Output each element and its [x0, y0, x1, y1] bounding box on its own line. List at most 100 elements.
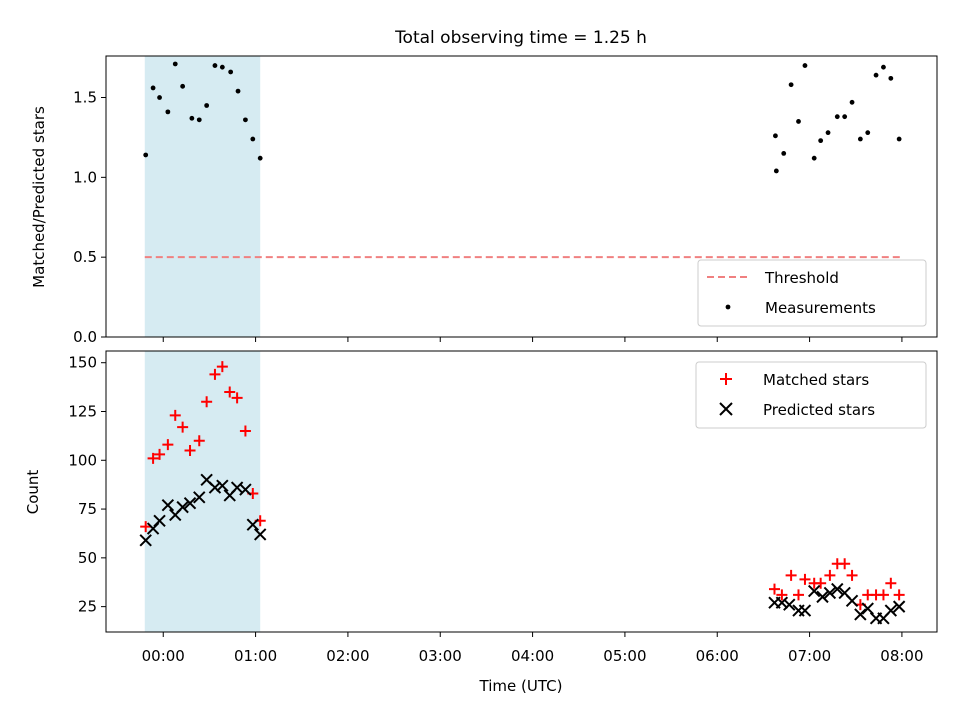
matched-star-point — [154, 448, 166, 460]
ratio-y-tick-label: 0.5 — [73, 248, 97, 266]
x-tick-label: 06:00 — [696, 647, 739, 665]
legend-predicted-marker — [719, 402, 733, 416]
predicted-star-point — [161, 498, 175, 512]
predicted-star-point — [193, 491, 206, 504]
matched-star-point — [793, 589, 804, 601]
measurement-point — [150, 85, 156, 91]
legend-predicted-label: Predicted stars — [763, 401, 875, 419]
matched-star-point — [239, 425, 251, 437]
matched-star-point — [147, 452, 159, 464]
matched-star-point — [193, 435, 205, 447]
legend-threshold-label: Threshold — [764, 269, 839, 287]
predicted-star-point — [884, 604, 898, 617]
predicted-star-point — [823, 586, 837, 600]
x-tick-label: 04:00 — [511, 647, 554, 665]
matched-star-point — [177, 421, 189, 433]
matched-star-point — [815, 577, 827, 589]
count-axes-frame — [105, 350, 938, 633]
chart-title: Total observing time = 1.25 h — [394, 28, 647, 48]
predicted-star-point — [807, 584, 821, 598]
predicted-star-point — [139, 534, 152, 547]
predicted-star-point — [153, 514, 166, 527]
count-y-axis-label: Count — [24, 470, 42, 515]
count-x-axis-ticks: 00:00 01:00 02:00 03:00 04:00 05:00 06:00 07:00… — [142, 632, 924, 665]
predicted-stars-series — [139, 473, 906, 625]
measurement-point — [811, 155, 817, 161]
measurement-point — [157, 95, 162, 100]
legend-matched-marker — [720, 373, 732, 385]
ratio-panel: 0.0 0.5 1.0 1.5 Matched/Predicted stars Thr… — [30, 55, 938, 346]
predicted-star-point — [183, 497, 197, 510]
matched-star-point — [768, 583, 780, 595]
ratio-series — [143, 61, 902, 174]
measurement-point — [781, 150, 787, 156]
observing-window-shade-top — [144, 56, 261, 337]
matched-star-point — [885, 577, 897, 589]
measurement-point — [825, 130, 831, 136]
measurement-point — [219, 64, 225, 70]
measurement-point — [873, 72, 879, 78]
count-legend: Matched stars Predicted stars — [695, 361, 927, 429]
measurement-point — [235, 88, 241, 94]
x-tick-label: 05:00 — [603, 647, 646, 665]
predicted-star-point — [854, 608, 867, 621]
predicted-star-point — [783, 598, 796, 611]
count-y-tick-label: 100 — [68, 451, 97, 469]
matched-star-point — [785, 569, 797, 581]
ratio-y-tick-label: 1.5 — [73, 89, 97, 107]
measurement-point — [834, 114, 840, 120]
x-tick-label: 07:00 — [788, 647, 831, 665]
measurement-point — [250, 136, 256, 142]
measurement-point — [180, 83, 186, 89]
matched-star-point — [776, 589, 788, 601]
predicted-star-point — [246, 518, 260, 531]
predicted-star-point — [239, 483, 252, 496]
predicted-star-point — [892, 600, 906, 613]
count-panel: 25 50 75 100 125 150 00:00 01:00 02:00 03:00 04:0… — [24, 350, 938, 695]
measurement-point — [881, 64, 886, 70]
ratio-y-tick-label: 1.0 — [73, 168, 97, 186]
measurement-point — [189, 115, 195, 121]
predicted-star-point — [861, 602, 874, 615]
measurement-point — [865, 130, 871, 136]
predicted-star-point — [208, 481, 222, 494]
measurement-point — [172, 61, 178, 67]
predicted-star-point — [775, 596, 789, 609]
count-y-tick-label: 150 — [68, 354, 97, 372]
predicted-star-point — [176, 500, 189, 514]
x-tick-label: 02:00 — [326, 647, 369, 665]
ratio-y-tick-label: 0.0 — [73, 328, 97, 346]
measurement-point — [204, 103, 210, 108]
ratio-y-axis-ticks: 0.0 0.5 1.0 1.5 — [73, 89, 106, 346]
matched-star-point — [140, 521, 152, 533]
measurement-point — [165, 109, 171, 115]
predicted-star-point — [816, 590, 829, 604]
legend-matched-label: Matched stars — [763, 371, 869, 389]
measurement-point — [196, 117, 202, 123]
legend-measurements-marker — [725, 304, 731, 310]
measurement-point — [788, 82, 794, 88]
matched-star-point — [877, 589, 889, 601]
count-legend-box — [695, 361, 927, 429]
predicted-star-point — [831, 582, 844, 596]
legend-measurements-label: Measurements — [765, 299, 876, 317]
matched-star-point — [184, 445, 196, 457]
ratio-x-axis-ticks — [162, 337, 903, 342]
predicted-star-point — [216, 479, 229, 492]
measurement-point — [773, 133, 778, 139]
matched-star-point — [231, 392, 243, 404]
matched-star-point — [216, 361, 228, 373]
x-tick-label: 08:00 — [880, 647, 923, 665]
predicted-star-point — [845, 594, 859, 607]
measurement-point — [818, 138, 824, 144]
ratio-legend: Threshold Measurements — [697, 259, 927, 327]
matched-star-point — [799, 573, 811, 585]
measurement-point — [212, 63, 218, 68]
matched-star-point — [846, 569, 858, 581]
count-y-axis-ticks: 25 50 75 100 125 150 — [68, 354, 106, 616]
ratio-y-axis-label: Matched/Predicted stars — [30, 106, 48, 288]
count-y-tick-label: 50 — [78, 549, 97, 567]
matched-star-point — [201, 396, 213, 408]
measurement-point — [802, 63, 808, 68]
